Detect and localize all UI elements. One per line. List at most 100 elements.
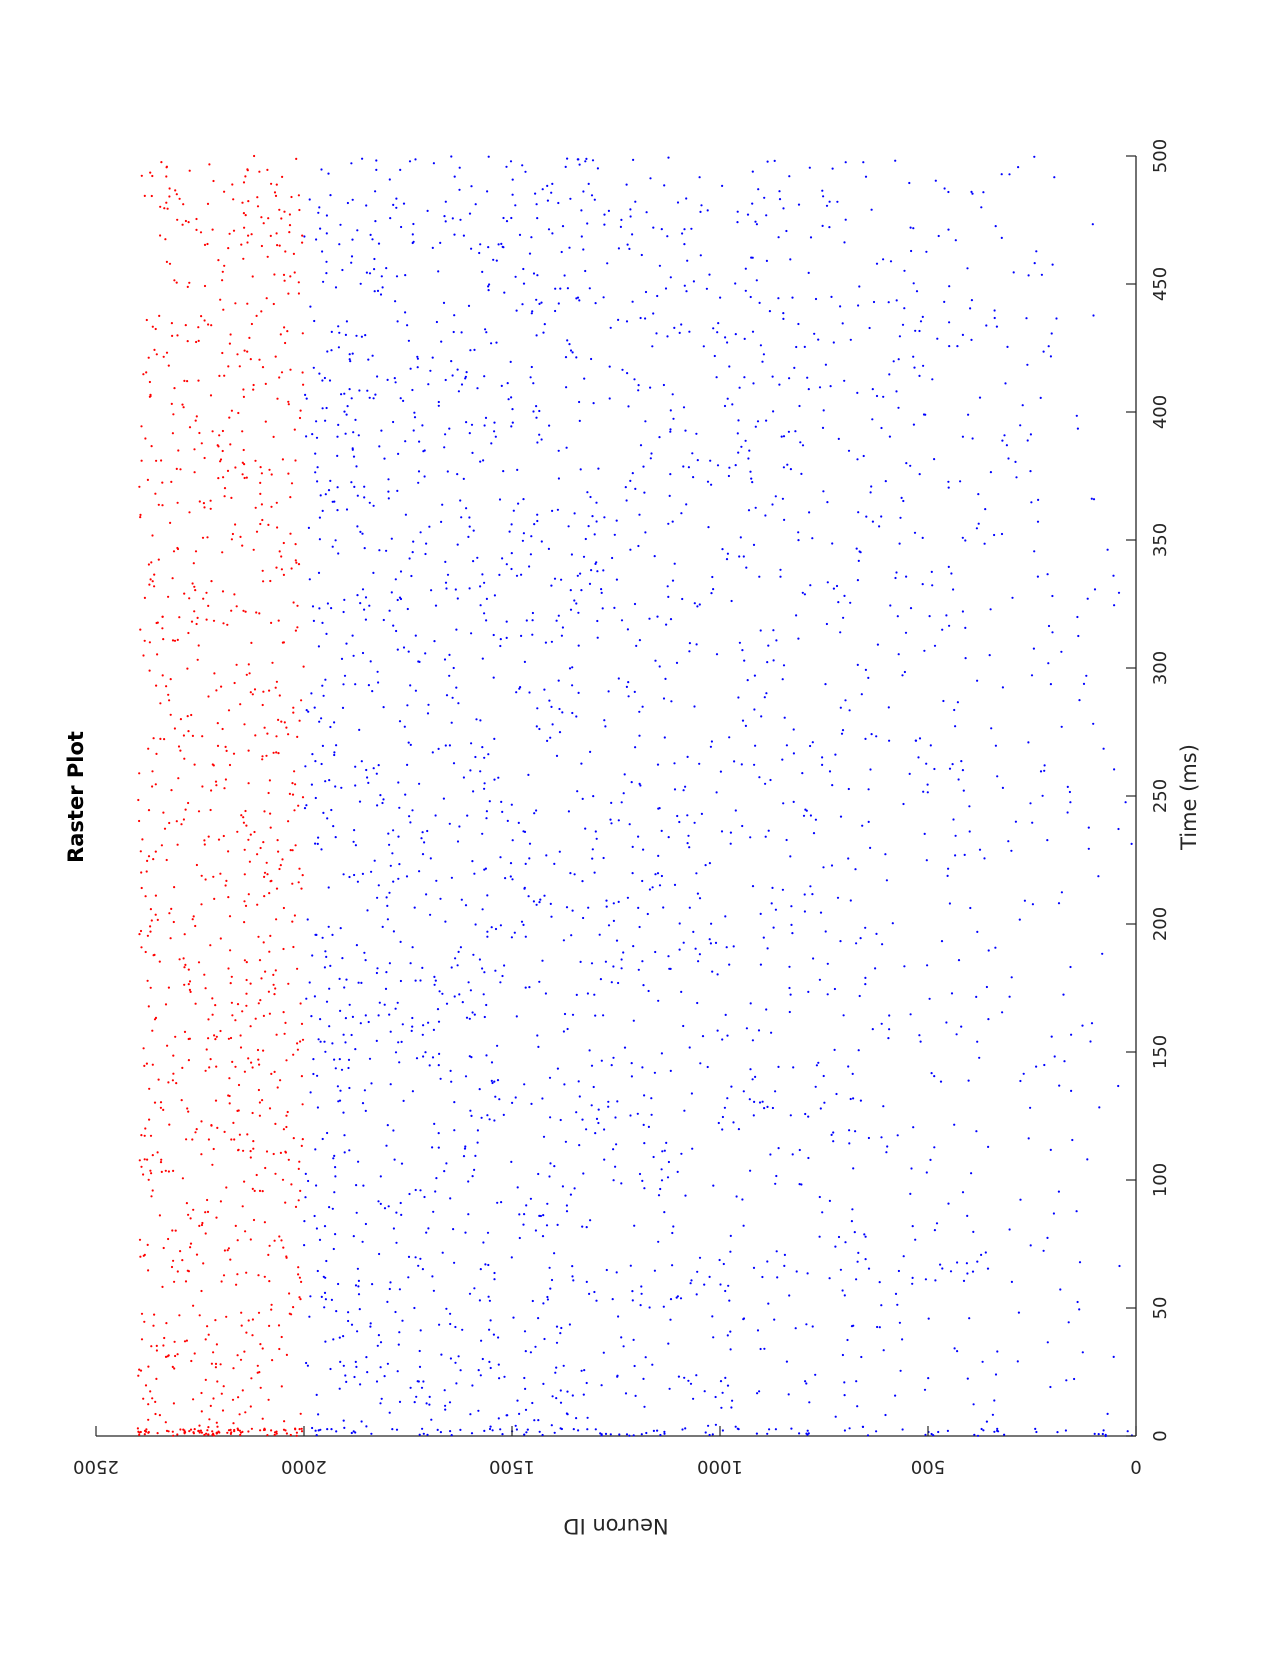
spike-point: [579, 960, 582, 964]
spike-point: [901, 323, 905, 326]
spike-point: [324, 1298, 327, 1301]
spike-point: [187, 983, 190, 986]
spike-point: [137, 1374, 140, 1377]
spike-point: [150, 1195, 153, 1198]
spike-point: [350, 261, 353, 264]
spike-point: [231, 1014, 234, 1017]
spike-point: [297, 194, 300, 197]
spike-point: [312, 619, 315, 623]
spike-point: [666, 235, 669, 238]
spike-point: [870, 208, 873, 211]
spike-point: [257, 1088, 260, 1092]
spike-point: [549, 902, 552, 906]
spike-point: [468, 212, 472, 215]
spike-point: [538, 1430, 541, 1433]
spike-point: [337, 423, 340, 426]
spike-point: [452, 666, 455, 670]
spike-point: [588, 287, 591, 290]
spike-point: [593, 198, 596, 201]
spike-point: [593, 871, 596, 874]
spike-point: [376, 896, 379, 899]
spike-point: [258, 1114, 261, 1117]
spike-point: [403, 725, 406, 728]
spike-point: [490, 1079, 493, 1082]
spike-point: [257, 1311, 261, 1314]
spike-point: [240, 243, 243, 246]
spike-point: [529, 553, 533, 556]
spike-point: [338, 331, 341, 334]
spike-point: [573, 1187, 576, 1190]
spike-point: [882, 1349, 885, 1352]
spike-point: [789, 1114, 792, 1117]
spike-point: [429, 857, 432, 860]
spike-point: [765, 692, 768, 695]
spike-point: [226, 1249, 229, 1252]
spike-point: [1059, 1288, 1062, 1291]
spike-point: [247, 838, 250, 841]
spike-point: [392, 1227, 395, 1230]
spike-point: [153, 348, 156, 351]
spike-point: [535, 416, 538, 419]
spike-point: [329, 964, 332, 968]
spike-point: [686, 814, 689, 817]
spike-point: [364, 1014, 367, 1017]
spike-point: [414, 689, 417, 692]
spike-point: [335, 1310, 338, 1313]
spike-point: [620, 218, 623, 221]
spike-point: [203, 319, 206, 322]
spike-point: [603, 1158, 606, 1161]
spike-point: [671, 1231, 674, 1235]
spike-point: [215, 1035, 218, 1038]
spike-point: [1026, 439, 1029, 442]
spike-point: [612, 902, 615, 905]
spike-point: [500, 1201, 503, 1204]
spike-point: [658, 807, 661, 810]
spike-point: [721, 1128, 724, 1131]
spike-point: [425, 1402, 428, 1405]
spike-point: [375, 772, 378, 775]
spike-point: [231, 1060, 234, 1063]
spike-point: [773, 159, 776, 162]
spike-point: [580, 762, 583, 765]
spike-point: [639, 444, 643, 447]
spike-point: [471, 1384, 474, 1387]
spike-point: [215, 1432, 218, 1435]
spike-point: [449, 1312, 452, 1315]
spike-point: [355, 944, 358, 947]
spike-point: [566, 157, 569, 160]
spike-point: [1003, 434, 1006, 437]
spike-point: [945, 1021, 948, 1024]
spike-point: [729, 1348, 732, 1351]
spike-point: [874, 967, 877, 970]
spike-point: [600, 1433, 603, 1436]
spike-point: [271, 1359, 274, 1362]
spike-point: [171, 432, 174, 435]
spike-point: [138, 1238, 142, 1241]
spike-point: [660, 1168, 663, 1171]
spike-point: [391, 1428, 394, 1431]
spike-point: [529, 1197, 533, 1200]
spike-point: [590, 357, 593, 361]
spike-point: [297, 1167, 300, 1170]
spike-point: [426, 829, 429, 833]
spike-point: [623, 1046, 627, 1049]
spike-point: [602, 1014, 605, 1017]
spike-point: [143, 194, 146, 197]
spike-point: [143, 1320, 146, 1323]
spike-point: [612, 919, 616, 923]
spike-point: [464, 1075, 468, 1078]
spike-point: [399, 570, 403, 573]
spike-point: [421, 1033, 424, 1036]
spike-point: [138, 933, 141, 936]
spike-point: [968, 805, 971, 808]
spike-point: [509, 160, 513, 163]
spike-point: [392, 1129, 395, 1132]
spike-point: [323, 1291, 327, 1294]
spike-point: [886, 1145, 889, 1148]
spike-point: [660, 829, 663, 833]
spike-point: [146, 934, 149, 937]
spike-point: [778, 198, 782, 201]
spike-point: [691, 1147, 694, 1150]
spike-point: [343, 674, 347, 677]
spike-point: [483, 1429, 486, 1432]
